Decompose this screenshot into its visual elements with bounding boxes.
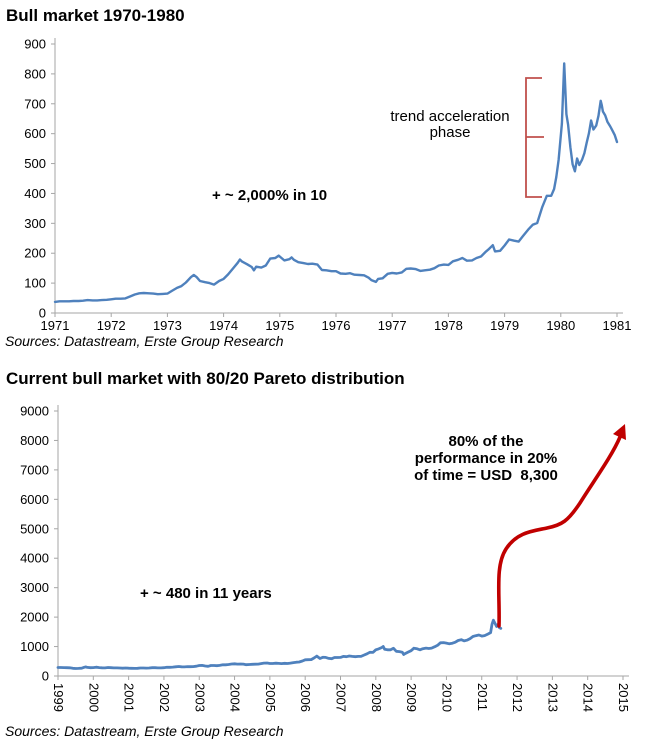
chart2-plot-area: 0 1000 2000 3000 4000 5000 6000 7000 8000 9000 199… [20,404,631,712]
x-tick-label: 1974 [209,318,238,333]
x-tick-label: 2011 [475,683,490,711]
annotation-gain-1970s: + ~ 2,000% in 10 [212,187,328,204]
y-tick-label: 2000 [20,610,49,625]
chart1-source: Sources: Datastream, Erste Group Researc… [5,333,284,349]
x-tick-label: 2003 [192,683,207,712]
x-tick-label: 2010 [439,683,454,712]
y-tick-label: 0 [42,669,49,684]
y-tick-label: 400 [24,186,46,201]
annotation-pareto: 80% of the performance in 20% of time = … [414,433,558,484]
x-tick-label: 2000 [86,683,101,712]
annotation-gain-current: + ~ 480 in 11 years [140,585,272,602]
x-tick-label: 1977 [378,318,407,333]
x-tick-label: 1971 [41,318,70,333]
x-tick-label: 2002 [157,683,172,712]
x-tick-label: 2006 [298,683,313,712]
y-tick-label: 0 [39,306,46,321]
x-tick-label: 2001 [122,683,137,712]
chart2-source: Sources: Datastream, Erste Group Researc… [5,723,284,739]
x-tick-label: 1975 [265,318,294,333]
x-tick-label: 2015 [616,683,631,712]
x-tick-label: 1972 [97,318,126,333]
x-tick-label: 2004 [228,683,243,712]
x-tick-label: 1973 [153,318,182,333]
y-tick-label: 700 [24,96,46,111]
x-tick-label: 2013 [545,683,560,712]
chart2-title: Current bull market with 80/20 Pareto di… [6,369,405,388]
y-tick-label: 7000 [20,462,49,477]
x-tick-label: 2014 [581,683,596,712]
y-tick-label: 6000 [20,492,49,507]
chart1-plot-area: 0 100 200 300 400 500 600 700 800 900 1971 1972 1973… [24,37,631,334]
y-tick-label: 8000 [20,433,49,448]
x-tick-label: 1979 [490,318,519,333]
price-line [56,618,503,670]
x-tick-label: 2012 [510,683,525,712]
y-tick-label: 500 [24,156,46,171]
y-tick-label: 200 [24,246,46,261]
x-tick-label: 1981 [603,318,632,333]
y-tick-label: 9000 [20,404,49,419]
y-tick-label: 800 [24,66,46,81]
annotation-trend-acceleration: trend acceleration phase [390,108,510,141]
acceleration-arrow-icon [496,424,626,628]
x-tick-label: 1978 [434,318,463,333]
x-tick-label: 2008 [369,683,384,712]
x-tick-label: 1999 [51,683,66,712]
x-tick-label: 2005 [263,683,278,712]
y-tick-label: 100 [24,276,46,291]
x-tick-label: 2007 [334,683,349,712]
y-tick-label: 3000 [20,580,49,595]
y-tick-label: 1000 [20,639,49,654]
price-line [53,62,619,304]
y-tick-label: 5000 [20,521,49,536]
chart1-title: Bull market 1970-1980 [6,6,185,25]
x-tick-label: 2009 [404,683,419,712]
y-tick-label: 900 [24,37,46,52]
trend-phase-bracket-icon [525,77,544,198]
y-tick-label: 600 [24,126,46,141]
x-tick-label: 1980 [546,318,575,333]
y-tick-label: 300 [24,216,46,231]
y-tick-label: 4000 [20,551,49,566]
x-tick-label: 1976 [322,318,351,333]
